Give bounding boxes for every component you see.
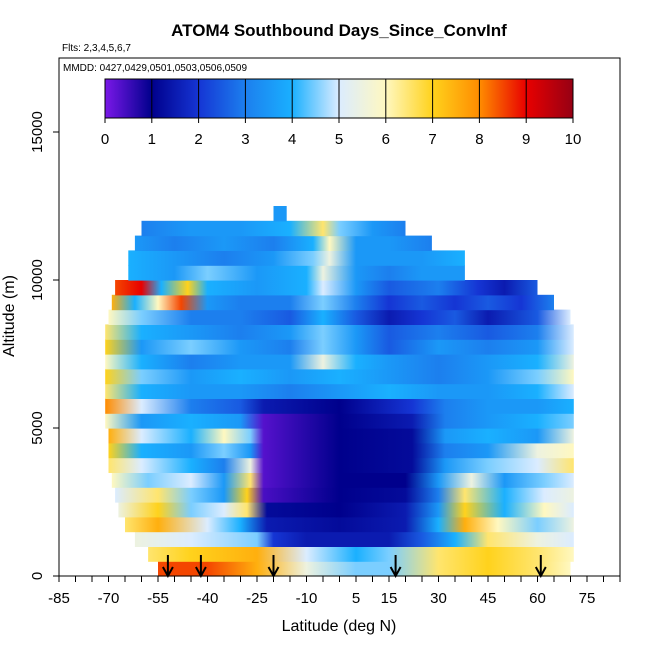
x-tick-label: -55 [147, 590, 169, 607]
y-tick-label: 10000 [29, 259, 46, 301]
y-tick-label: 5000 [29, 411, 46, 444]
heatmap-row [111, 472, 574, 488]
heatmap-row [105, 354, 574, 370]
heatmap-row [134, 531, 574, 547]
x-tick-label: 30 [430, 590, 447, 607]
flights-label: Flts: 2,3,4,5,6,7 [62, 43, 131, 54]
x-tick-label: -70 [98, 590, 120, 607]
heatmap-row [105, 383, 574, 399]
x-tick-label: 15 [381, 590, 398, 607]
x-tick-label: -10 [296, 590, 318, 607]
heatmap-field [105, 206, 574, 577]
heatmap-row [115, 280, 538, 296]
colorbar: 0 1 2 3 4 5 6 7 8 9 10 [101, 78, 582, 148]
x-tick-label: -25 [246, 590, 268, 607]
colorbar-tick-label: 7 [428, 131, 436, 148]
x-axis-label: Latitude (deg N) [282, 618, 397, 635]
y-tick-label: 15000 [29, 111, 46, 153]
colorbar-tick-label: 3 [241, 131, 249, 148]
heatmap-row [108, 428, 574, 444]
y-axis: 0 5000 10000 15000 [29, 111, 59, 580]
heatmap-row [134, 235, 432, 251]
heatmap-row [141, 220, 406, 237]
heatmap-row [111, 294, 555, 311]
x-tick-label: 5 [352, 590, 360, 607]
colorbar-tick-label: 2 [194, 131, 202, 148]
heatmap-row [108, 442, 574, 459]
x-axis: -85 -70 -55 -40 -25 -10 5 15 30 45 60 75 [48, 576, 621, 607]
heatmap-row [105, 413, 574, 429]
x-tick-label: 60 [529, 590, 546, 607]
dates-label: MMDD: 0427,0429,0501,0503,0506,0509 [63, 63, 247, 74]
heatmap-row [128, 265, 465, 281]
heatmap-row [115, 487, 574, 503]
colorbar-tick-label: 6 [382, 131, 390, 148]
colorbar-tick-label: 9 [522, 131, 530, 148]
heatmap-row [105, 324, 574, 340]
x-tick-label: -85 [48, 590, 70, 607]
heatmap-row [118, 502, 574, 518]
colorbar-tick-label: 1 [148, 131, 156, 148]
colorbar-tick-label: 4 [288, 131, 296, 148]
heatmap-row [105, 398, 574, 414]
y-axis-label: Altitude (m) [1, 275, 18, 357]
colorbar-tick-label: 10 [565, 131, 582, 148]
heatmap-row [158, 561, 571, 577]
x-tick-label: -40 [197, 590, 219, 607]
colorbar-tick-label: 8 [475, 131, 483, 148]
heatmap-row [125, 516, 574, 533]
y-tick-label: 0 [29, 572, 46, 580]
heatmap-row [105, 339, 574, 355]
heatmap-row [148, 546, 574, 562]
heatmap-row [273, 206, 287, 222]
heatmap-row [108, 457, 574, 473]
heatmap-row [105, 368, 574, 385]
chart-title: ATOM4 Southbound Days_Since_ConvInf [171, 21, 507, 40]
x-tick-label: 75 [579, 590, 596, 607]
colorbar-tick-label: 0 [101, 131, 109, 148]
colorbar-tick-label: 5 [335, 131, 343, 148]
heatmap-row [108, 309, 571, 325]
x-tick-label: 45 [480, 590, 497, 607]
heatmap-row [128, 250, 465, 266]
colorbar-ticks: 0 1 2 3 4 5 6 7 8 9 10 [101, 79, 582, 148]
